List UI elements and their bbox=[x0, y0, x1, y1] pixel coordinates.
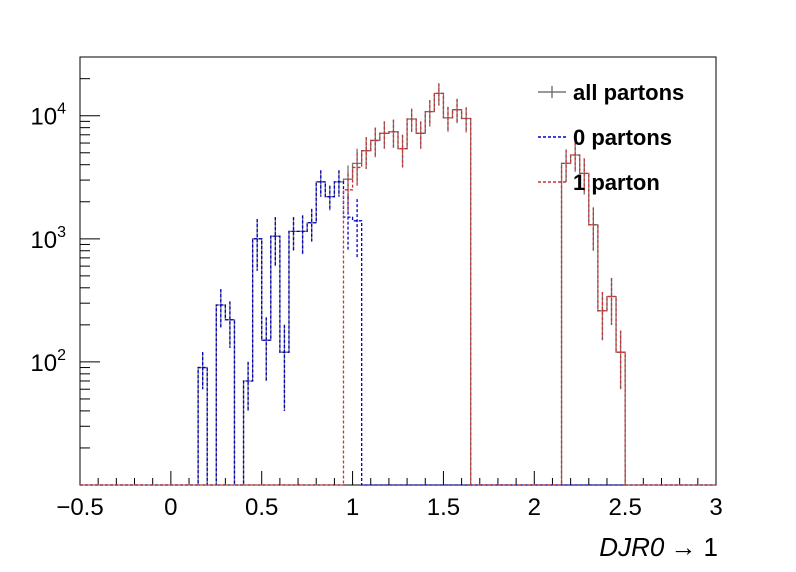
x-axis-title-italic: DJR0 bbox=[599, 532, 665, 562]
x-tick-label: 0.5 bbox=[245, 494, 278, 521]
plot-border bbox=[79, 56, 717, 486]
legend-item: all partons bbox=[538, 80, 684, 105]
series-layer bbox=[80, 83, 716, 486]
series-histogram-line bbox=[80, 92, 716, 486]
x-tick-label: 1.5 bbox=[427, 494, 460, 521]
series-0-partons bbox=[80, 170, 716, 486]
x-axis-title: DJR0 → 1 bbox=[599, 532, 718, 562]
legend-item: 0 partons bbox=[538, 125, 672, 150]
x-axis-ticks: −0.5 0 0.5 1 1.5 2 2.5 3 bbox=[56, 471, 723, 521]
x-tick-label: 1 bbox=[346, 494, 359, 521]
series-1-parton bbox=[80, 83, 716, 486]
y-tick-label: 102 bbox=[30, 347, 66, 377]
legend-label: 1 parton bbox=[573, 170, 660, 195]
legend: all partons 0 partons 1 parton bbox=[538, 80, 684, 195]
x-axis-title-rest: → 1 bbox=[670, 532, 718, 562]
y-tick-label: 103 bbox=[30, 224, 66, 254]
legend-label: all partons bbox=[573, 80, 684, 105]
x-tick-label: 2 bbox=[528, 494, 541, 521]
y-axis-ticks: 102 103 104 bbox=[30, 56, 100, 449]
legend-label: 0 partons bbox=[573, 125, 672, 150]
x-tick-label: −0.5 bbox=[56, 494, 103, 521]
series-histogram-line bbox=[80, 181, 716, 486]
x-tick-label: 0 bbox=[164, 494, 177, 521]
legend-item: 1 parton bbox=[538, 170, 660, 195]
y-tick-label: 104 bbox=[30, 101, 66, 131]
plot-frame bbox=[79, 56, 717, 486]
x-tick-label: 3 bbox=[709, 494, 722, 521]
x-tick-label: 2.5 bbox=[608, 494, 641, 521]
series-histogram-line bbox=[80, 92, 716, 486]
